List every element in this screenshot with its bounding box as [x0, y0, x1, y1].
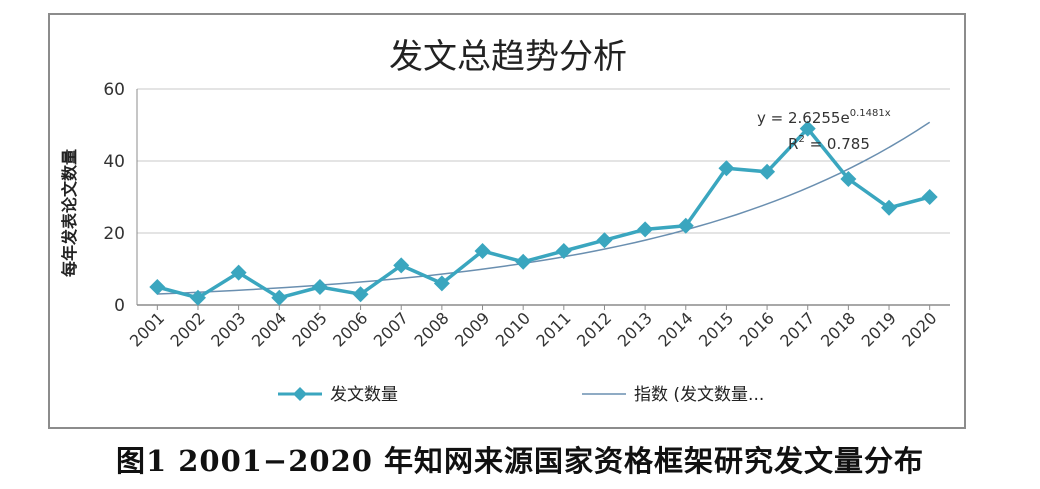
x-tick-label: 2015 — [695, 308, 737, 350]
data-point-marker — [840, 171, 857, 187]
data-point-marker — [393, 257, 410, 274]
x-tick-label: 2018 — [817, 308, 859, 350]
y-tick-label: 60 — [103, 80, 125, 100]
data-point-marker — [677, 217, 694, 234]
series-layer — [149, 120, 938, 306]
legend: 发文数量 指数 (发文数量... — [278, 385, 764, 405]
data-point-marker — [637, 221, 654, 238]
chart-frame: 发文总趋势分析 每年发表论文数量 0 20 40 60 2001 2002 2003 2004… — [48, 13, 966, 429]
x-tick-label: 2020 — [898, 308, 940, 350]
x-tick-label: 2006 — [329, 308, 371, 350]
data-point-marker — [881, 199, 898, 216]
grid-layer — [137, 88, 950, 234]
data-point-marker — [596, 232, 613, 249]
series-line — [156, 126, 931, 300]
x-tick-label: 2013 — [614, 308, 656, 350]
data-point-marker — [921, 189, 938, 205]
x-tick-label: 2017 — [776, 308, 818, 350]
x-tick-label: 2010 — [492, 308, 534, 350]
data-point-marker — [352, 286, 369, 303]
x-tick-label: 2001 — [126, 308, 168, 350]
y-tick-label: 40 — [103, 152, 125, 172]
data-point-marker — [718, 160, 735, 177]
data-point-marker — [759, 163, 776, 180]
data-point-marker — [271, 289, 288, 306]
x-tick-label: 2012 — [573, 308, 615, 350]
x-tick-label: 2014 — [654, 308, 696, 350]
x-tick-label: 2002 — [167, 308, 209, 350]
trend-layer — [157, 121, 931, 295]
legend-series-marker — [293, 387, 307, 401]
annotation-layer: y = 2.6255e0.1481x R2 = 0.785 — [757, 108, 891, 153]
x-tick-label: 2005 — [289, 308, 331, 350]
legend-series-label: 发文数量 — [330, 385, 398, 405]
legend-trend-label: 指数 (发文数量... — [634, 385, 764, 405]
trendline — [157, 121, 931, 295]
x-tick-label: 2003 — [207, 308, 249, 350]
figure-caption: 图1 2001−2020 年知网来源国家资格框架研究发文量分布 — [115, 444, 925, 478]
data-point-marker — [189, 289, 206, 306]
data-point-marker — [799, 120, 816, 137]
data-point-marker — [149, 279, 166, 295]
x-tick-label: 2011 — [532, 308, 574, 350]
chart-svg: 发文总趋势分析 每年发表论文数量 0 20 40 60 2001200220032004… — [60, 37, 950, 405]
x-tick-label: 2008 — [410, 308, 452, 350]
y-tick-label: 0 — [114, 296, 125, 316]
y-axis-label: 每年发表论文数量 — [60, 149, 79, 277]
x-tick-label: 2004 — [248, 308, 290, 350]
r-squared: R2 = 0.785 — [788, 134, 870, 153]
data-point-marker — [515, 253, 532, 270]
data-point-marker — [311, 279, 328, 295]
x-tick-label: 2019 — [858, 308, 900, 350]
x-tick-label: 2009 — [451, 308, 493, 350]
y-tick-label: 20 — [103, 224, 125, 244]
data-point-marker — [230, 264, 247, 281]
data-point-marker — [555, 243, 572, 259]
x-tick-label: 2007 — [370, 308, 412, 350]
data-point-marker — [474, 243, 491, 259]
data-point-marker — [433, 275, 450, 292]
x-tick-label: 2016 — [736, 308, 778, 350]
trend-equation: y = 2.6255e0.1481x — [757, 108, 891, 127]
chart-title: 发文总趋势分析 — [389, 37, 627, 77]
